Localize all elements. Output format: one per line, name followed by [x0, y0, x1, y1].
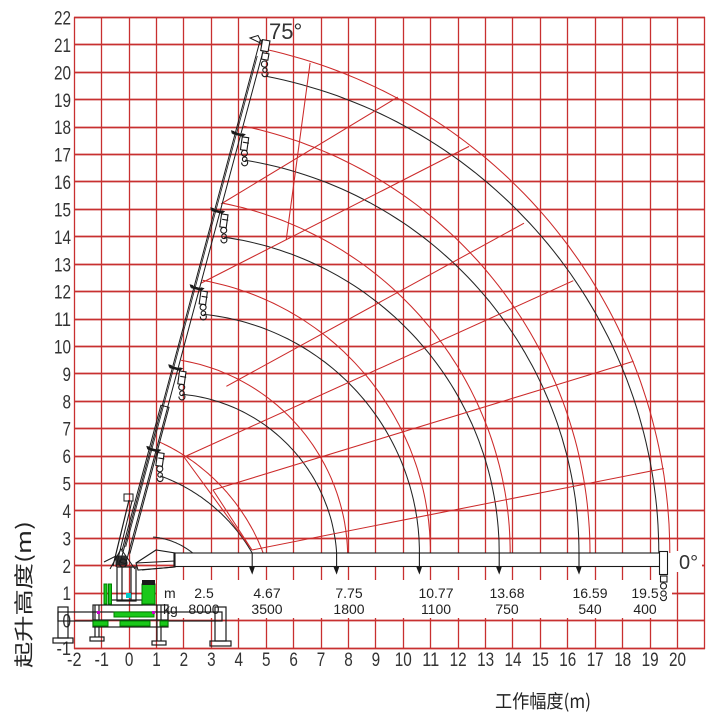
svg-text:750: 750: [495, 601, 519, 617]
svg-text:19: 19: [642, 650, 659, 671]
svg-text:3: 3: [207, 650, 216, 671]
svg-text:12: 12: [54, 283, 71, 304]
svg-text:2: 2: [180, 650, 189, 671]
svg-text:0°: 0°: [679, 552, 698, 574]
svg-text:22: 22: [54, 9, 71, 30]
svg-text:-2: -2: [67, 650, 82, 671]
svg-text:kg: kg: [163, 601, 178, 617]
svg-text:5: 5: [63, 475, 72, 496]
svg-text:6: 6: [63, 447, 72, 468]
svg-text:19: 19: [54, 91, 71, 112]
svg-text:10.77: 10.77: [418, 585, 453, 601]
svg-text:9: 9: [372, 650, 381, 671]
svg-text:3: 3: [63, 529, 72, 550]
svg-text:7: 7: [317, 650, 326, 671]
svg-text:16.59: 16.59: [572, 585, 607, 601]
svg-text:13: 13: [54, 255, 71, 276]
svg-text:4: 4: [63, 502, 72, 523]
svg-text:8: 8: [63, 392, 72, 413]
svg-text:11: 11: [54, 310, 71, 331]
svg-text:14: 14: [505, 650, 522, 671]
svg-text:540: 540: [578, 601, 602, 617]
svg-text:13: 13: [477, 650, 494, 671]
svg-text:2: 2: [63, 557, 72, 578]
svg-text:-1: -1: [57, 639, 72, 660]
svg-text:17: 17: [54, 146, 71, 167]
svg-text:0: 0: [125, 650, 134, 671]
svg-text:1: 1: [63, 584, 72, 605]
svg-text:4.67: 4.67: [253, 585, 280, 601]
svg-text:1100: 1100: [421, 601, 451, 617]
svg-text:8000: 8000: [188, 601, 219, 617]
svg-text:-1: -1: [94, 650, 109, 671]
svg-text:5: 5: [262, 650, 271, 671]
svg-text:7.75: 7.75: [335, 585, 362, 601]
svg-text:18: 18: [614, 650, 631, 671]
svg-text:3500: 3500: [251, 601, 282, 617]
svg-text:6: 6: [289, 650, 298, 671]
svg-text:12: 12: [450, 650, 467, 671]
svg-text:18: 18: [54, 118, 71, 139]
svg-text:1: 1: [152, 650, 161, 671]
svg-text:16: 16: [559, 650, 576, 671]
svg-text:1800: 1800: [333, 601, 364, 617]
svg-text:17: 17: [587, 650, 604, 671]
svg-text:16: 16: [54, 173, 71, 194]
svg-text:8: 8: [344, 650, 353, 671]
svg-text:14: 14: [54, 228, 71, 249]
svg-text:400: 400: [633, 601, 657, 617]
svg-text:2.5: 2.5: [194, 585, 214, 601]
svg-text:20: 20: [669, 650, 686, 671]
svg-text:7: 7: [63, 420, 72, 441]
svg-text:75°: 75°: [269, 19, 302, 44]
svg-text:9: 9: [63, 365, 72, 386]
svg-text:15: 15: [54, 201, 71, 222]
svg-text:13.68: 13.68: [489, 585, 524, 601]
svg-text:m: m: [164, 585, 176, 601]
svg-text:10: 10: [54, 338, 71, 359]
svg-text:20: 20: [54, 63, 71, 84]
svg-text:11: 11: [422, 650, 439, 671]
svg-text:21: 21: [54, 36, 71, 57]
svg-text:0: 0: [63, 612, 72, 633]
svg-text:10: 10: [395, 650, 412, 671]
svg-text:4: 4: [235, 650, 244, 671]
svg-text:19.5: 19.5: [631, 585, 658, 601]
svg-text:15: 15: [532, 650, 549, 671]
